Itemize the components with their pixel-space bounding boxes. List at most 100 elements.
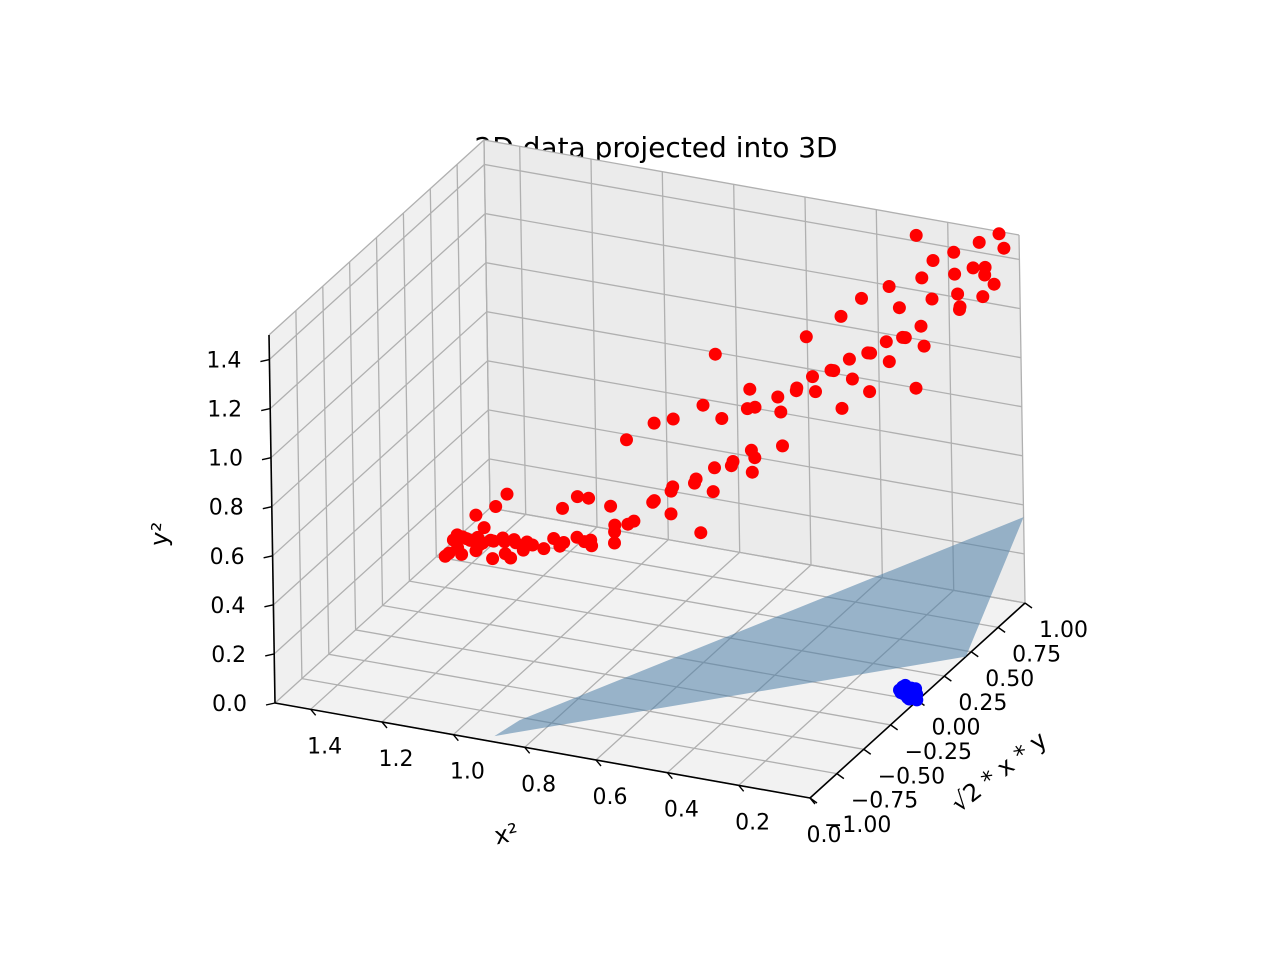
z-tick-label: 1.4 [206,349,241,374]
outer-point [646,495,660,509]
z-tick-label: 0.8 [209,496,244,521]
outer-point [799,330,813,344]
outer-point [882,355,896,369]
axis-lines [260,334,1033,805]
x-tick-label: 1.0 [450,760,485,785]
y-tick-label: −0.25 [905,740,972,765]
outer-point [976,290,990,304]
z-tick-mark [265,702,276,706]
z-tick-mark [264,604,274,608]
outer-point [827,364,841,378]
inner-point [908,683,922,697]
x-tick-mark [452,734,459,742]
x-tick-label: 0.0 [807,823,842,848]
outer-point [526,538,539,552]
pane-corner-edge [483,139,491,509]
outer-point [771,390,785,404]
outer-point [864,346,878,360]
outer-point [953,303,966,316]
outer-point [855,291,868,305]
x-axis-label: x² [492,818,521,850]
outer-point [450,528,464,542]
outer-point [947,245,961,259]
outer-point [666,412,680,426]
outer-point [909,381,923,395]
outer-point [664,484,678,498]
z-tick-label: 1.2 [207,398,242,423]
x-tick-mark [310,708,317,716]
outer-point [469,508,483,522]
y-tick-label: 1.00 [1039,618,1088,643]
y-tick-mark [863,748,872,755]
y-tick-label: 0.50 [985,667,1034,692]
y-tick-mark [997,626,1006,633]
y-tick-label: −1.00 [824,813,891,838]
z-tick-mark [261,456,272,461]
outer-point [776,439,789,453]
outer-point [715,412,729,425]
y-tick-mark [836,773,845,780]
tick-labels: 1.41.21.00.80.60.40.20.0−1.00−0.75−0.50−… [206,349,1088,848]
z-tick-mark [261,407,271,412]
outer-point [688,476,701,490]
outer-point [743,382,757,396]
outer-point [442,546,456,560]
x-tick-mark [524,746,531,754]
outer-point [835,401,849,415]
outer-point [972,235,986,249]
outer-point [537,542,551,556]
z-tick-mark [265,653,275,657]
outer-point [647,416,661,430]
outer-point [696,398,710,412]
outer-point [608,536,621,550]
outer-point [745,465,759,479]
outer-point [484,533,498,547]
z-axis-line [268,334,276,704]
z-axis-label: y² [145,521,175,548]
outer-point [553,539,567,553]
y-tick-label: −0.50 [878,764,945,789]
y-tick-mark [970,651,979,658]
outer-point [806,370,819,384]
outer-point [724,459,738,473]
x-tick-label: 0.8 [521,772,556,797]
y-tick-mark [890,724,899,731]
outer-point [951,287,965,301]
outer-point [925,292,939,306]
x-tick-label: 0.4 [664,798,699,823]
outer-point [694,526,708,540]
outer-point [706,485,720,499]
outer-point [997,241,1011,255]
outer-point [556,501,569,515]
outer-point [834,309,848,323]
z-tick-label: 0.2 [211,643,246,668]
outer-point [585,539,599,553]
y-tick-mark [943,675,952,682]
outer-point [604,499,618,513]
outer-point [582,491,596,505]
outer-point [477,521,491,535]
x-tick-label: 1.2 [379,747,414,772]
outer-point [898,331,912,345]
outer-point [909,228,923,242]
outer-point [500,487,514,501]
outer-point [608,525,622,539]
y-tick-label: 0.25 [958,691,1007,716]
x-tick-label: 1.4 [307,734,342,759]
x-axis-line [274,702,811,799]
outer-point [664,507,678,521]
x-tick-label: 0.6 [593,785,628,810]
x-tick-label: 0.2 [735,810,770,835]
outer-point [966,261,980,275]
x-tick-mark [381,721,388,729]
decision-plane-layer [494,517,1024,737]
y-tick-mark [809,797,818,804]
x-tick-mark [666,772,673,780]
outer-point [570,490,584,504]
outer-point [621,517,635,531]
outer-point [845,372,859,386]
z-tick-label: 0.6 [210,545,245,570]
outer-point [620,433,633,447]
